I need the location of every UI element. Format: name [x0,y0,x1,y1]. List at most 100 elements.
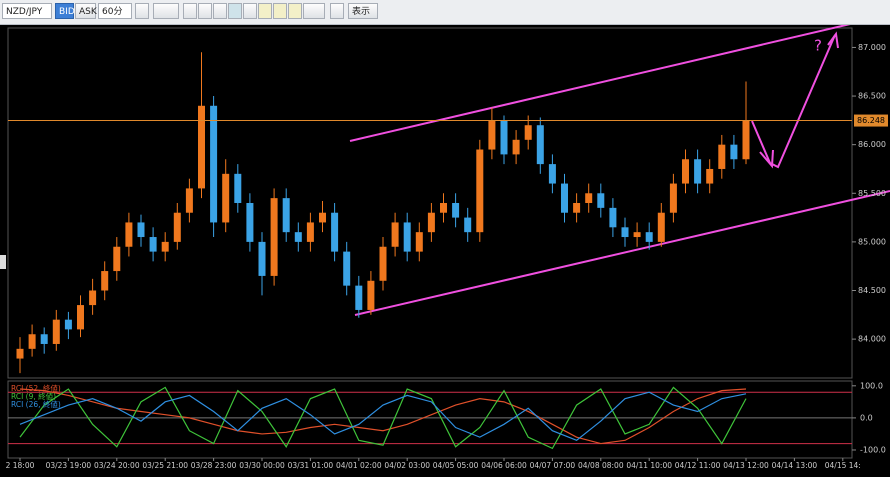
candle-body [524,125,532,140]
candle-body [536,125,544,165]
x-tick-label: 03/28 23:00 [191,461,237,470]
candle-body [633,232,641,238]
candle-body [427,212,435,233]
x-tick-label: 04/14 13:00 [772,461,818,470]
x-tick-label: 03/25 21:00 [142,461,188,470]
candle-body [609,207,617,228]
grid-button[interactable] [213,3,227,19]
candle-body [669,183,677,213]
x-tick-label: 04/13 12:00 [723,461,769,470]
panel-button[interactable] [228,3,242,19]
window-button[interactable] [330,3,344,19]
candle-body [222,173,230,223]
candle-body [40,334,48,344]
legend-entry: RCI (9, 終値) [11,391,56,401]
candle-body [282,198,290,233]
legend-entry: RCI (26, 終値) [11,399,61,409]
current-price-label: 86.248 [857,116,885,125]
zoom-out-button[interactable] [198,3,212,19]
x-tick-label: 2 18:00 [6,461,35,470]
bid-button[interactable]: BID [55,3,75,19]
candle-body [476,149,484,233]
candle-body [597,193,605,208]
timeframe-select[interactable]: 60分 [98,3,132,19]
x-tick-label: 04/01 02:00 [336,461,382,470]
candle-body [101,271,109,291]
x-tick-label: 04/15 14: [825,461,861,470]
candle-body [28,334,36,349]
tool-button[interactable] [288,3,302,19]
candle-body [161,241,169,252]
candle-body [403,222,411,252]
x-tick-label: 04/05 05:00 [433,461,479,470]
chart: ? 84.000 84.500 85.000 85.500 86.000 86.500 87… [0,25,890,477]
candle-body [331,212,339,252]
toolbar: NZD/JPY BID ASK 60分 表示 [0,0,890,25]
y-tick-label: 0.0 [860,413,873,422]
current-price-tag [854,114,888,127]
candle-body [294,232,302,242]
candle-body [512,139,520,155]
candle-body [379,246,387,281]
candle-body [367,280,375,310]
ask-button[interactable]: ASK [75,3,97,19]
arrow-head [759,149,774,169]
candle-body [16,348,24,359]
candle-body [52,319,60,344]
candle-body [585,193,593,203]
candle-body [258,241,266,276]
x-tick-label: 03/30 00:00 [239,461,285,470]
main-panel [7,27,853,379]
zoom-in-button[interactable] [183,3,197,19]
view-button[interactable]: 表示 [348,3,378,19]
candle-body [173,212,181,242]
symbol-select[interactable]: NZD/JPY [2,3,52,19]
candle-body [682,159,689,184]
candle-body [306,222,314,242]
panel-button[interactable] [243,3,257,19]
candle-body [270,198,278,276]
draw-button[interactable] [303,3,325,19]
rci-line [19,388,747,445]
arrow-head [827,31,839,49]
candle-body [548,164,556,184]
candle-body [488,120,496,150]
candle-body [319,212,326,223]
candle-body [742,120,750,160]
candle-body [234,173,242,203]
y-tick-label: 86.000 [858,140,886,149]
y-tick-label: 84.500 [858,286,886,295]
chart-type-button[interactable] [153,3,179,19]
y-tick-label: -100.0 [860,445,886,454]
candle-body [706,168,714,184]
candle-body [657,212,665,242]
candle-body [730,144,738,160]
candle-body [391,222,399,247]
x-tick-label: 03/23 19:00 [46,461,92,470]
candle-body [561,183,568,213]
candle-body [149,237,157,252]
tool-button[interactable] [273,3,287,19]
candle-body [343,251,351,286]
annotation: ? [814,37,822,55]
candle-body [415,232,423,252]
rci-line [19,391,747,442]
candle-body [718,144,726,169]
y-tick-label: 85.000 [858,237,886,246]
x-tick-label: 04/08 08:00 [578,461,624,470]
x-tick-label: 03/31 01:00 [288,461,334,470]
candle-body [452,203,460,218]
tool-button[interactable] [258,3,272,19]
icon-button[interactable] [135,3,149,19]
trend-line [354,190,890,316]
y-tick-label: 100.0 [860,381,883,390]
candle-body [137,222,145,238]
chart-background [0,25,890,477]
y-tick-label: 85.500 [858,189,886,198]
side-toggle[interactable] [0,255,6,269]
candle-body [125,222,133,247]
candle-body [464,217,472,233]
candle-body [621,227,629,238]
y-tick-label: 84.000 [858,335,886,344]
